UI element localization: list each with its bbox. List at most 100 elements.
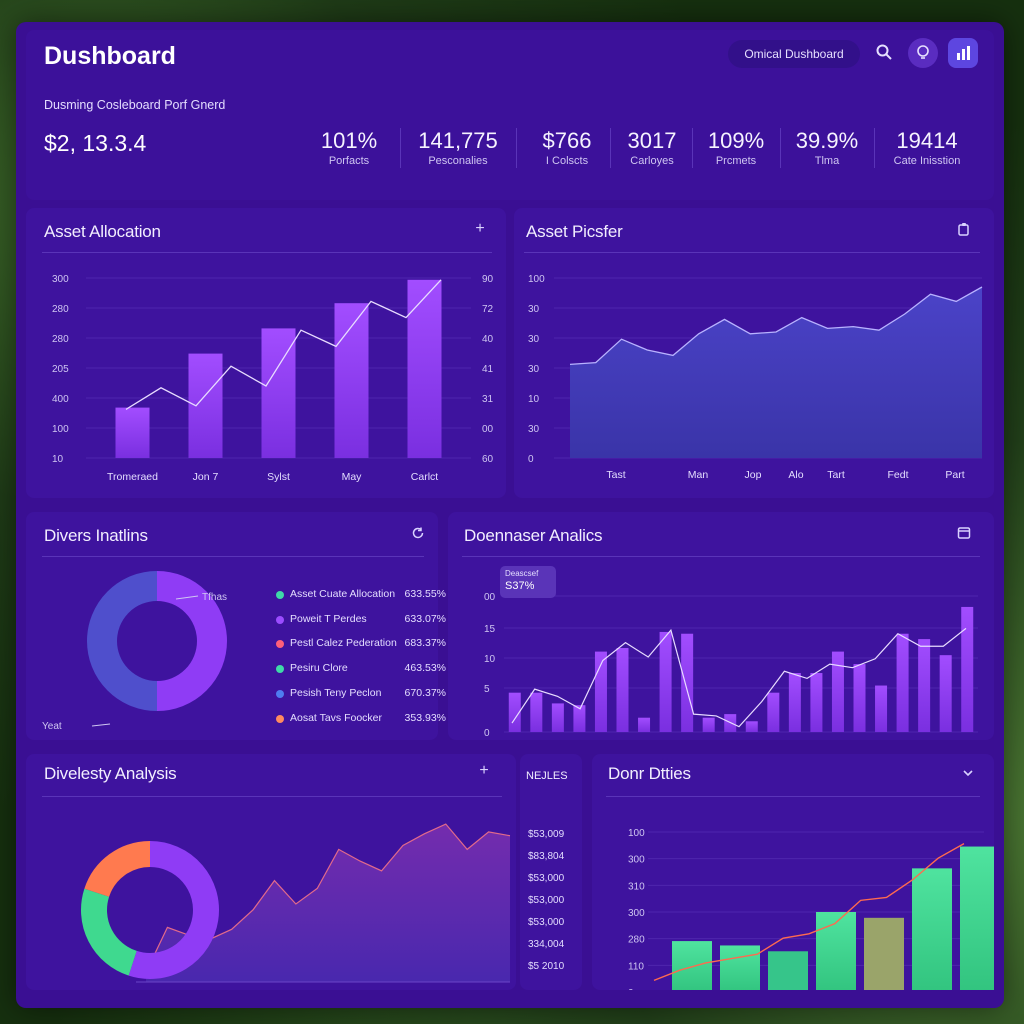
bar [960, 846, 994, 990]
legend-swatch [276, 640, 284, 648]
card-title: Asset Picsfer [526, 222, 623, 241]
y-tick-label: 90 [482, 274, 494, 285]
y-tick-label: 280 [52, 334, 69, 345]
y-tick-label: 300 [628, 855, 645, 866]
bar [530, 692, 543, 732]
bar-chart-icon[interactable] [948, 38, 978, 68]
bar [912, 868, 952, 990]
legend-swatch [276, 591, 284, 599]
donut-slice [81, 888, 138, 976]
bar [810, 673, 823, 732]
bar [745, 721, 758, 732]
search-icon[interactable] [874, 43, 894, 63]
list-item: $83,804 [528, 851, 565, 862]
card-title: Donr Dtties [608, 764, 691, 783]
bar [188, 353, 223, 458]
y-tick-label: 300 [628, 908, 645, 919]
divers-donut-chart [87, 571, 227, 727]
y-tick-label: 60 [482, 454, 494, 465]
y-tick-label: 30 [528, 304, 540, 315]
y-tick-label: 0 [628, 988, 634, 990]
page-subtitle: Dusming Cosleboard Porf Gnerd [44, 98, 226, 112]
donut-slice [156, 571, 227, 711]
kpi-value: 19414 [896, 128, 958, 153]
y-tick-label: 72 [482, 304, 494, 315]
diversity-chart: Tart Jolf Nat Mast Tast Mat Sarl Tap [81, 823, 511, 990]
y-tick-label: 31 [482, 394, 494, 405]
list-item: $53,000 [528, 917, 565, 928]
bar [573, 705, 586, 732]
values-list-card: NEJLES $53,009 $83,804 $53,000 $53,000 $53,0… [520, 754, 582, 990]
donut-label: Yeat [42, 721, 62, 732]
legend-label: Pesiru Clore [290, 662, 348, 674]
x-tick-label: Tap [488, 989, 505, 990]
window-icon[interactable] [956, 526, 972, 542]
x-tick-label: Alo [788, 469, 803, 481]
dashboard-window: Dushboard Omical Dushboard Dusming Cosle… [16, 22, 1004, 1008]
donut-label: Tfhas [202, 592, 228, 603]
legend-value: 670.37% [404, 687, 446, 699]
x-tick-label: Jon 7 [193, 471, 219, 483]
list-item: $53,000 [528, 895, 565, 906]
kpi-value: 101% [320, 128, 378, 153]
x-tick-label: Mat [397, 989, 415, 990]
bar [638, 717, 651, 732]
area-fill [570, 287, 982, 458]
legend-item: Pesish Teny Peclon 670.37% [276, 686, 446, 704]
donr-card: Donr Dtties 1003003103002801100AelietTee… [592, 754, 994, 990]
x-tick-label: Tart [827, 469, 845, 481]
divers-card: Divers Inatlins Tfhas Yeat Asset Cuate A… [26, 512, 446, 740]
bulb-icon[interactable] [908, 38, 938, 68]
bar [334, 303, 369, 458]
copy-icon[interactable] [956, 222, 972, 238]
donr-chart: 1003003103002801100AelietTeetSealanrAeli… [628, 828, 994, 990]
bar [672, 941, 712, 990]
page-title: Dushboard [44, 42, 176, 70]
bar [918, 639, 931, 732]
x-tick-label: Jolf [198, 989, 214, 990]
card-title: Divelesty Analysis [44, 764, 177, 783]
x-tick-label: Mast [297, 989, 320, 990]
bar [616, 648, 629, 732]
divider [524, 252, 980, 253]
asset-allocation-card: Asset Allocation + 300 280 280 205 400 100 10 9… [26, 208, 506, 498]
asset-profile-chart: 100 30 30 30 10 30 0 Tast Man Jop Alo Tart Fedt Part [528, 274, 983, 481]
kpi-label: Porfacts [328, 155, 370, 167]
kpi-divider [780, 128, 781, 168]
y-tick-label: 10 [484, 654, 496, 665]
kpi-label: Prcmets [715, 155, 757, 167]
y-tick-label: 100 [528, 274, 545, 285]
x-tick-label: Jop [745, 469, 762, 481]
dashboard-selector-pill[interactable]: Omical Dushboard [728, 40, 860, 68]
leader-line [175, 595, 199, 600]
bar [407, 279, 442, 458]
kpi-label: I Colscts [545, 155, 589, 167]
y-tick-label: 15 [484, 624, 496, 635]
legend-label: Pestl Calez Pederation [290, 637, 397, 649]
bar [875, 685, 888, 732]
refresh-icon[interactable] [410, 526, 426, 542]
legend-value: 633.07% [404, 613, 446, 625]
total-value: $2, 13.3.4 [44, 130, 147, 156]
kpi-label: Pesconalies [428, 155, 488, 167]
y-tick-label: 280 [628, 935, 645, 946]
y-tick-label: 310 [628, 881, 645, 892]
legend-value: 463.53% [404, 662, 446, 674]
list-item: $53,009 [528, 829, 565, 840]
kpi-value: 109% [707, 128, 765, 153]
divider [42, 556, 424, 557]
plus-icon[interactable]: + [479, 762, 489, 779]
kpi-divider [516, 128, 517, 168]
list-item: 334,004 [528, 939, 565, 950]
kpi-label: Cate Inisstion [893, 155, 961, 167]
chevron-down-icon[interactable] [960, 766, 976, 780]
x-tick-label: Sylst [267, 471, 290, 483]
card-title: Doennaser Analics [464, 526, 603, 545]
asset-allocation-chart: 300 280 280 205 400 100 10 90 72 40 41 31 00 60 Tromer… [52, 274, 494, 483]
bar [768, 951, 808, 990]
kpi-divider [610, 128, 611, 168]
diversity-card: Divelesty Analysis + Tart Jolf Nat Mast Tast… [26, 754, 516, 990]
plus-icon[interactable]: + [475, 220, 485, 237]
y-tick-label: 10 [52, 454, 64, 465]
trend-line [653, 843, 965, 982]
